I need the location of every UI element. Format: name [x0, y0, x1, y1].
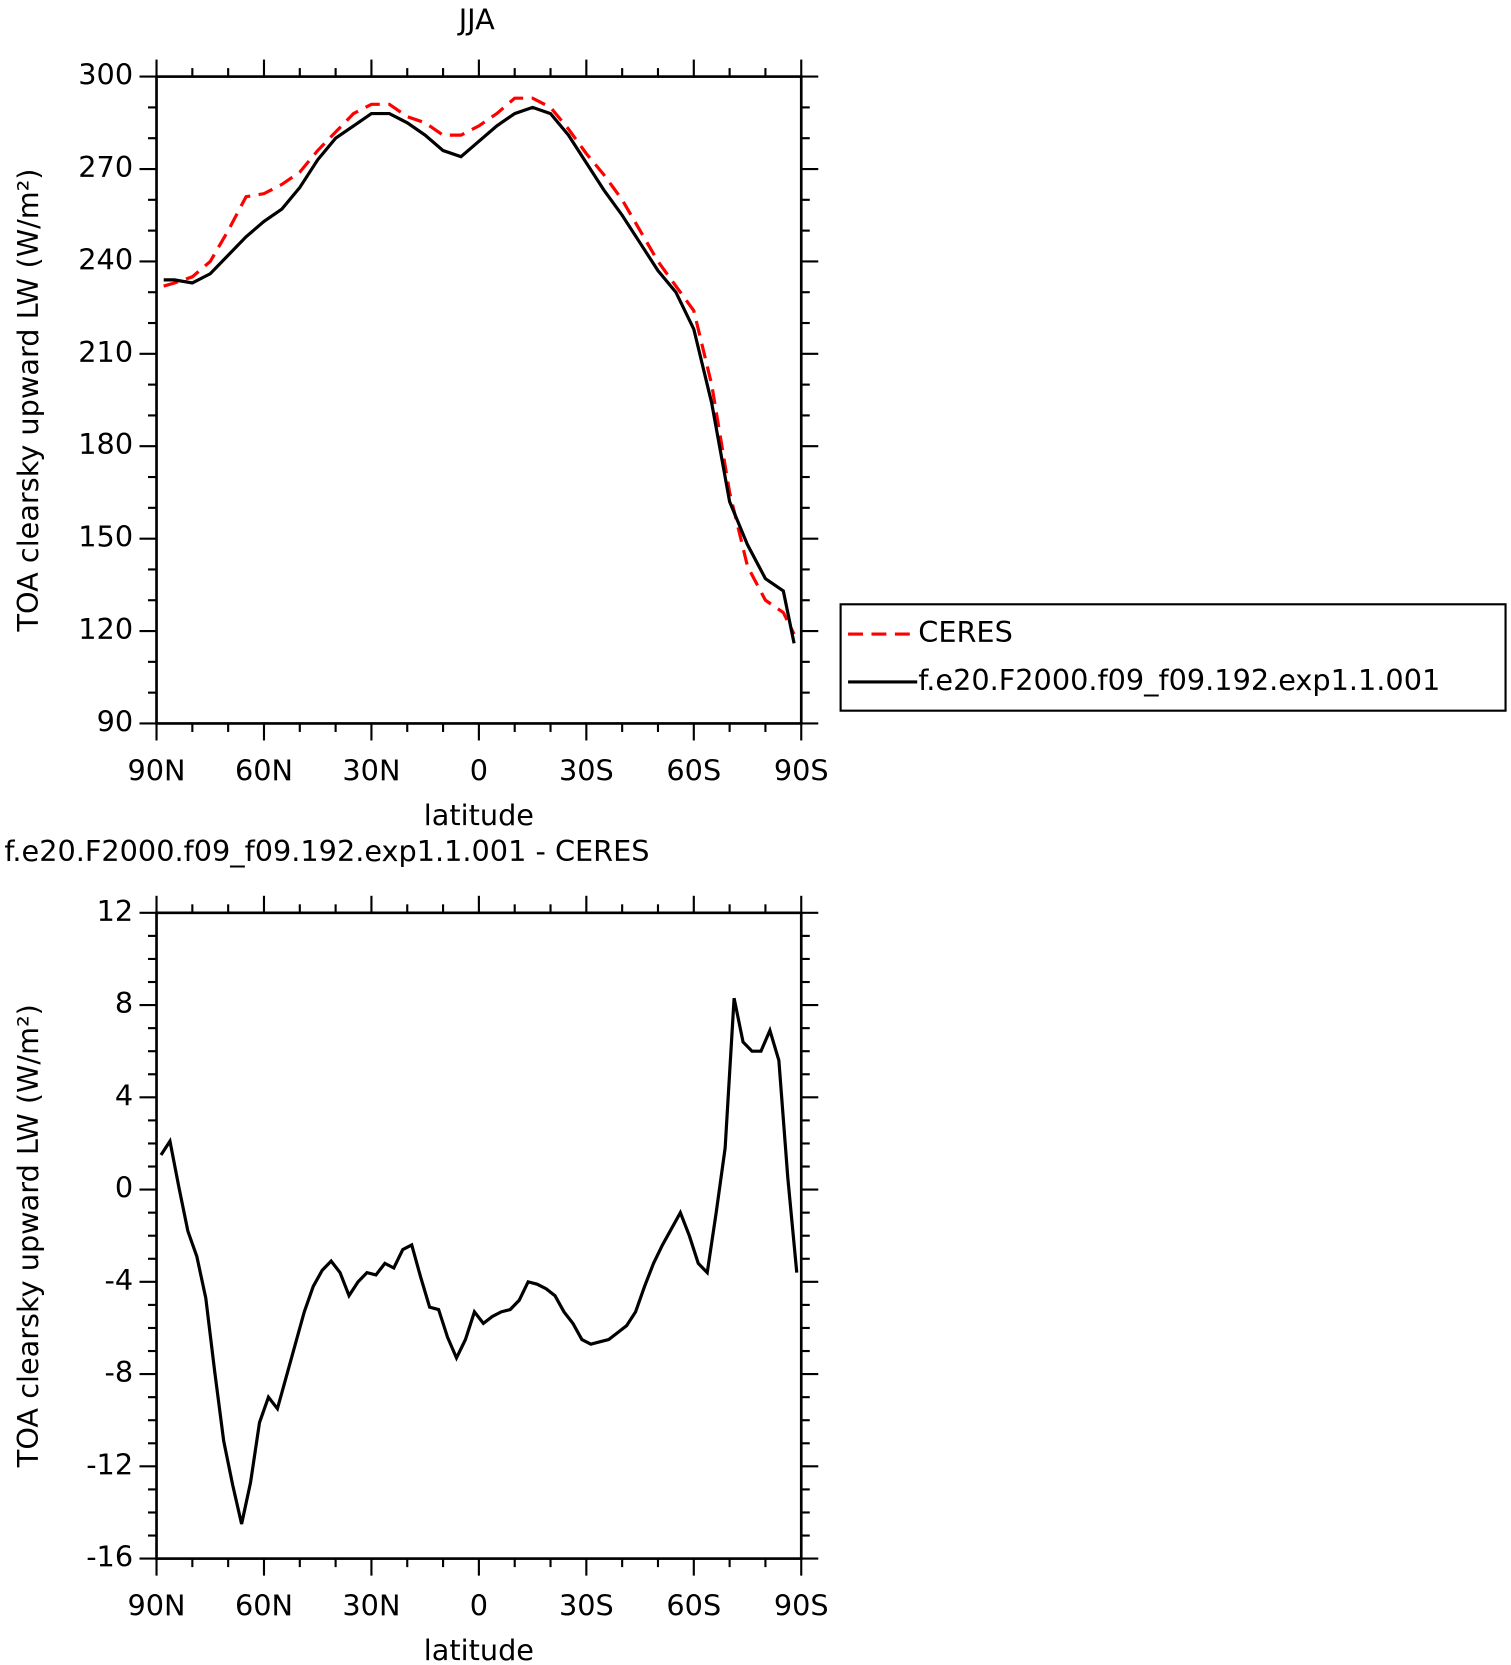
series-line [163, 96, 796, 635]
legend-label: f.e20.F2000.f09_f09.192.exp1.1.001 [918, 663, 1440, 697]
y-tick-label: 12 [97, 894, 134, 928]
y-tick-label: 120 [78, 612, 133, 646]
x-tick-label: 30S [559, 1589, 614, 1623]
legend-label: CERES [918, 615, 1013, 649]
x-tick-label: 0 [470, 753, 488, 787]
y-tick-label: 210 [78, 335, 133, 369]
y-tick-label: 0 [115, 1171, 133, 1205]
x-tick-label: 90S [774, 1589, 829, 1623]
y-axis-label: TOA clearsky upward LW (W/m²) [11, 169, 45, 633]
x-tick-label: 90N [128, 1589, 186, 1623]
x-tick-label: 30S [559, 753, 614, 787]
x-axis-label: latitude [424, 798, 534, 832]
x-axis-label: latitude [424, 1633, 534, 1665]
chart-title: f.e20.F2000.f09_f09.192.exp1.1.001 - CER… [4, 834, 649, 868]
y-tick-label: 4 [115, 1078, 133, 1112]
y-tick-label: 300 [78, 58, 133, 92]
plot-frame [155, 75, 803, 725]
y-tick-label: 150 [78, 520, 133, 554]
y-tick-label: -8 [104, 1355, 133, 1389]
y-tick-label: -12 [86, 1447, 133, 1481]
x-tick-label: 0 [470, 1589, 488, 1623]
y-tick-label: 240 [78, 242, 133, 276]
y-tick-label: -16 [86, 1540, 133, 1574]
y-tick-label: -4 [104, 1263, 133, 1297]
x-tick-label: 60N [235, 1589, 293, 1623]
y-tick-label: 180 [78, 427, 133, 461]
x-tick-label: 60N [235, 753, 293, 787]
y-tick-label: 8 [115, 986, 133, 1020]
x-tick-label: 90N [128, 753, 186, 787]
x-tick-label: 60S [666, 1589, 721, 1623]
y-axis-label: TOA clearsky upward LW (W/m²) [11, 1004, 45, 1468]
x-tick-label: 30N [342, 1589, 400, 1623]
chart-title: JJA [457, 2, 495, 36]
x-tick-label: 90S [774, 753, 829, 787]
x-tick-label: 30N [342, 753, 400, 787]
series-line [163, 105, 796, 644]
x-tick-label: 60S [666, 753, 721, 787]
legend-box [839, 603, 1507, 712]
series-line [159, 997, 799, 1525]
y-tick-label: 270 [78, 150, 133, 184]
y-tick-label: 90 [97, 704, 134, 738]
